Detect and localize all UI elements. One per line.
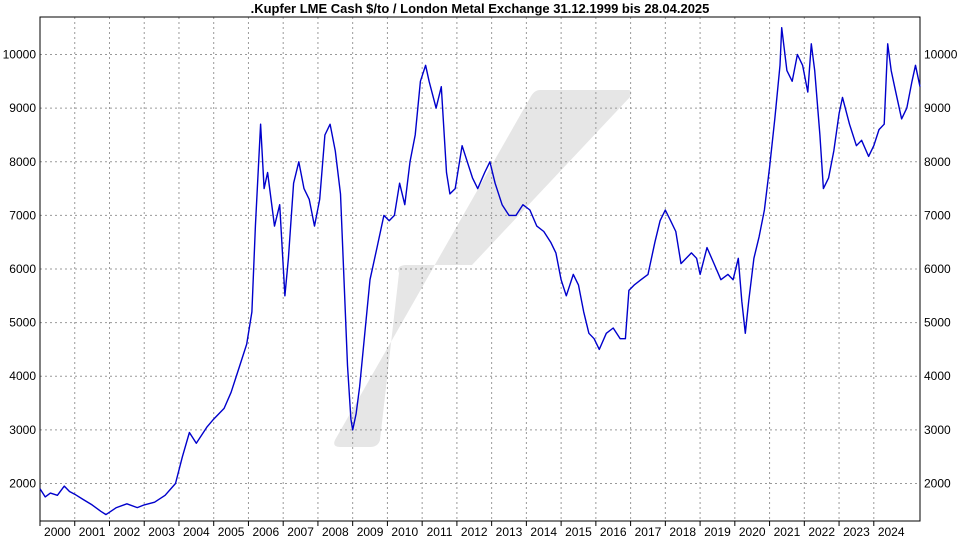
- chart-title: .Kupfer LME Cash $/to / London Metal Exc…: [250, 1, 710, 16]
- x-tick-label: 2010: [391, 525, 418, 539]
- x-tick-label: 2015: [565, 525, 592, 539]
- x-tick-label: 2008: [322, 525, 349, 539]
- x-tick-label: 2004: [183, 525, 210, 539]
- y-tick-label-left: 2000: [9, 476, 36, 490]
- y-tick-label-left: 5000: [9, 316, 36, 330]
- x-tick-label: 2021: [774, 525, 801, 539]
- x-tick-label: 2000: [44, 525, 71, 539]
- x-tick-label: 2003: [148, 525, 175, 539]
- y-tick-label-right: 4000: [924, 369, 951, 383]
- x-tick-label: 2023: [843, 525, 870, 539]
- y-tick-label-left: 10000: [3, 48, 37, 62]
- x-tick-label: 2024: [878, 525, 905, 539]
- y-tick-label-right: 10000: [924, 48, 958, 62]
- x-tick-label: 2019: [704, 525, 731, 539]
- y-tick-label-right: 9000: [924, 101, 951, 115]
- watermark-logo: [334, 90, 632, 447]
- y-tick-label-left: 9000: [9, 101, 36, 115]
- x-tick-label: 2005: [218, 525, 245, 539]
- x-tick-label: 2011: [427, 525, 453, 539]
- y-tick-label-left: 7000: [9, 208, 36, 222]
- series-line-copper-price: [39, 27, 921, 516]
- y-tick-label-left: 4000: [9, 369, 36, 383]
- y-tick-label-right: 3000: [924, 423, 951, 437]
- x-tick-label: 2020: [739, 525, 766, 539]
- y-tick-label-right: 2000: [924, 476, 951, 490]
- x-tick-label: 2012: [461, 525, 488, 539]
- x-tick-label: 2016: [600, 525, 627, 539]
- x-tick-label: 2007: [287, 525, 314, 539]
- y-tick-label-right: 6000: [924, 262, 951, 276]
- x-tick-label: 2018: [669, 525, 696, 539]
- plot-frame: [39, 16, 921, 522]
- y-tick-label-right: 5000: [924, 316, 951, 330]
- x-tick-label: 2014: [530, 525, 557, 539]
- y-tick-label-right: 7000: [924, 208, 951, 222]
- x-tick-label: 2022: [808, 525, 835, 539]
- x-tick-label: 2009: [357, 525, 384, 539]
- x-tick-label: 2017: [635, 525, 662, 539]
- y-tick-label-left: 6000: [9, 262, 36, 276]
- x-tick-label: 2002: [114, 525, 141, 539]
- y-tick-label-right: 8000: [924, 155, 951, 169]
- x-tick-label: 2013: [496, 525, 523, 539]
- x-tick-label: 2006: [252, 525, 279, 539]
- y-tick-label-left: 3000: [9, 423, 36, 437]
- y-tick-label-left: 8000: [9, 155, 36, 169]
- x-tick-label: 2001: [79, 525, 106, 539]
